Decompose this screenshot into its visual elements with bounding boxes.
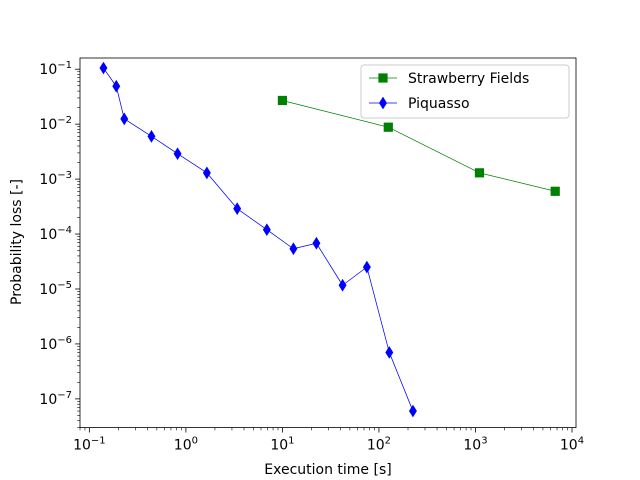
series-line [282, 100, 556, 192]
legend-entry: Strawberry Fields [369, 71, 529, 87]
x-tick-label-exponent: −1 [91, 436, 106, 447]
data-point [312, 236, 321, 250]
data-point [362, 260, 371, 274]
data-point [120, 112, 129, 126]
x-tick-label-base: 10 [73, 438, 91, 454]
data-point [112, 79, 121, 93]
data-point [550, 186, 560, 196]
series-piquasso [99, 61, 417, 418]
y-tick-label-exponent: −6 [57, 335, 72, 346]
legend-box [360, 64, 570, 119]
legend-marker [378, 73, 388, 83]
y-tick-label: 10−4 [39, 225, 72, 243]
y-tick-label: 10−5 [39, 280, 72, 298]
data-point [173, 147, 182, 161]
y-tick-label-exponent: −4 [57, 225, 72, 236]
x-tick-label-exponent: 3 [481, 436, 487, 447]
y-tick-label-exponent: −2 [57, 115, 72, 126]
x-tick-label: 103 [463, 436, 487, 454]
data-point [474, 168, 485, 178]
legend: Strawberry Fields Piquasso [360, 64, 570, 119]
x-tick-label-exponent: 1 [288, 436, 294, 447]
x-tick-label-base: 10 [174, 438, 192, 454]
data-point [202, 166, 211, 180]
y-axis-label: Probability loss [-] [9, 179, 25, 305]
data-point [338, 278, 347, 292]
x-axis-ticks: 10−1 100 101 102 103 104 [73, 427, 584, 454]
series-strawberry-fields [277, 95, 560, 196]
legend-label: Piquasso [408, 96, 470, 112]
y-tick-label: 10−6 [39, 335, 72, 353]
data-point [233, 202, 242, 215]
y-tick-label: 10−7 [39, 390, 72, 408]
y-tick-label-base: 10 [39, 62, 57, 78]
legend-marker [379, 96, 387, 110]
data-point [262, 223, 271, 237]
y-tick-label: 10−1 [39, 60, 72, 78]
y-tick-label-base: 10 [39, 117, 57, 133]
y-tick-label-base: 10 [39, 337, 57, 353]
x-tick-label: 10−1 [73, 436, 106, 454]
y-tick-label-base: 10 [39, 227, 57, 243]
x-tick-label-base: 10 [560, 438, 578, 454]
x-axis-label: Execution time [s] [264, 462, 391, 478]
x-tick-label: 102 [367, 436, 391, 454]
y-tick-label-base: 10 [39, 282, 57, 298]
y-tick-label-exponent: −1 [57, 60, 72, 71]
data-point [147, 129, 156, 143]
data-point [99, 61, 108, 75]
series-line [103, 67, 414, 412]
y-tick-label: 10−2 [39, 115, 72, 133]
x-tick-label: 101 [270, 436, 294, 454]
data-point [383, 122, 393, 132]
x-tick-label: 104 [560, 436, 584, 454]
y-tick-label-base: 10 [39, 172, 57, 188]
y-axis-ticks: 10−710−610−510−410−310−210−1 [39, 60, 80, 428]
y-tick-label-exponent: −5 [57, 280, 72, 291]
legend-label: Strawberry Fields [408, 71, 529, 87]
x-tick-label-base: 10 [367, 438, 385, 454]
x-tick-label: 100 [174, 436, 198, 454]
data-point [385, 346, 394, 359]
x-tick-label-base: 10 [463, 438, 481, 454]
x-tick-label-base: 10 [270, 438, 288, 454]
data-point [408, 404, 417, 418]
data-point [289, 242, 298, 256]
x-tick-label-exponent: 2 [385, 436, 391, 447]
data-point [277, 95, 288, 106]
legend-entry: Piquasso [369, 96, 470, 112]
y-tick-label-exponent: −7 [57, 390, 72, 401]
y-tick-label-exponent: −3 [57, 170, 72, 181]
x-tick-label-exponent: 0 [192, 436, 198, 447]
y-tick-label-base: 10 [39, 392, 57, 408]
y-tick-label: 10−3 [39, 170, 72, 188]
x-tick-label-exponent: 4 [578, 436, 584, 447]
plot-series-group [99, 61, 560, 418]
